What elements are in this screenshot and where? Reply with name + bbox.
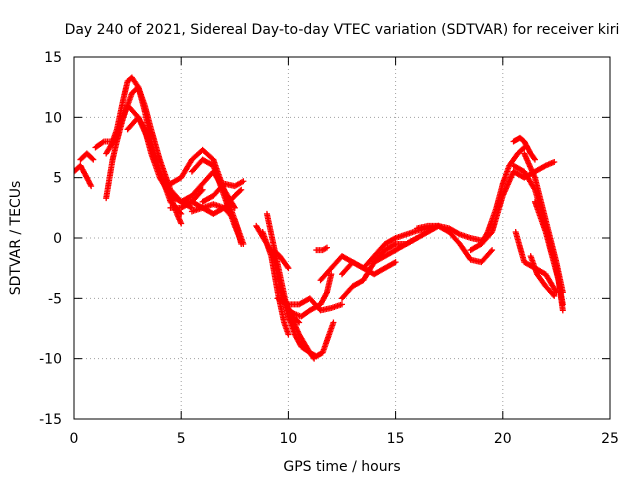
x-tick-label: 15 xyxy=(387,431,405,447)
data-point-markers xyxy=(313,244,330,254)
data-point-markers xyxy=(414,222,496,266)
x-tick-label: 10 xyxy=(279,431,297,447)
data-point-markers xyxy=(306,319,337,360)
data-series-track-19 xyxy=(285,271,335,320)
tick-labels-layer: 0 5 10 15 20 25 -15 -10 -5 0 5 10 15 xyxy=(39,50,619,447)
y-tick-label: 15 xyxy=(44,50,62,66)
data-point-markers xyxy=(510,134,538,163)
x-tick-label: 20 xyxy=(494,431,512,447)
x-tick-label: 25 xyxy=(601,431,619,447)
data-series-track-28 xyxy=(478,158,558,248)
data-series-track-20 xyxy=(306,319,337,360)
data-point-markers xyxy=(285,271,335,320)
data-point-markers xyxy=(77,150,97,163)
y-tick-label: 0 xyxy=(53,231,62,247)
data-point-markers xyxy=(478,158,558,248)
data-series-track-18 xyxy=(274,295,345,314)
data-point-markers xyxy=(274,295,345,314)
y-tick-label: 5 xyxy=(53,171,62,187)
y-axis-title: SDTVAR / TECUs xyxy=(8,181,24,296)
y-tick-label: -10 xyxy=(39,352,62,368)
data-point-markers xyxy=(188,156,245,245)
points-layer xyxy=(74,74,566,362)
data-series-track-29 xyxy=(510,134,538,163)
data-point-markers xyxy=(74,162,95,190)
grid-layer xyxy=(74,57,610,419)
y-tick-label: -5 xyxy=(48,291,62,307)
data-series-track-21 xyxy=(313,244,330,254)
data-series-track-8 xyxy=(188,156,245,245)
data-series-track-32 xyxy=(531,198,566,314)
data-series-track-34 xyxy=(527,253,558,299)
y-tick-label: 10 xyxy=(44,110,62,126)
data-point-markers xyxy=(199,178,247,205)
y-tick-label: -15 xyxy=(39,412,62,428)
data-series-track-26 xyxy=(414,222,496,266)
data-series-track-12 xyxy=(188,201,247,248)
data-point-markers xyxy=(188,201,247,248)
data-series-track-2 xyxy=(77,150,97,163)
data-series-track-1 xyxy=(74,162,95,190)
plot-frame xyxy=(73,56,611,420)
data-series-track-10 xyxy=(199,178,247,205)
x-tick-label: 5 xyxy=(177,431,186,447)
chart-title: Day 240 of 2021, Sidereal Day-to-day VTE… xyxy=(65,22,620,38)
data-point-markers xyxy=(531,198,566,314)
data-point-markers xyxy=(527,253,558,299)
x-axis-title: GPS time / hours xyxy=(283,459,400,475)
x-tick-label: 0 xyxy=(70,431,79,447)
